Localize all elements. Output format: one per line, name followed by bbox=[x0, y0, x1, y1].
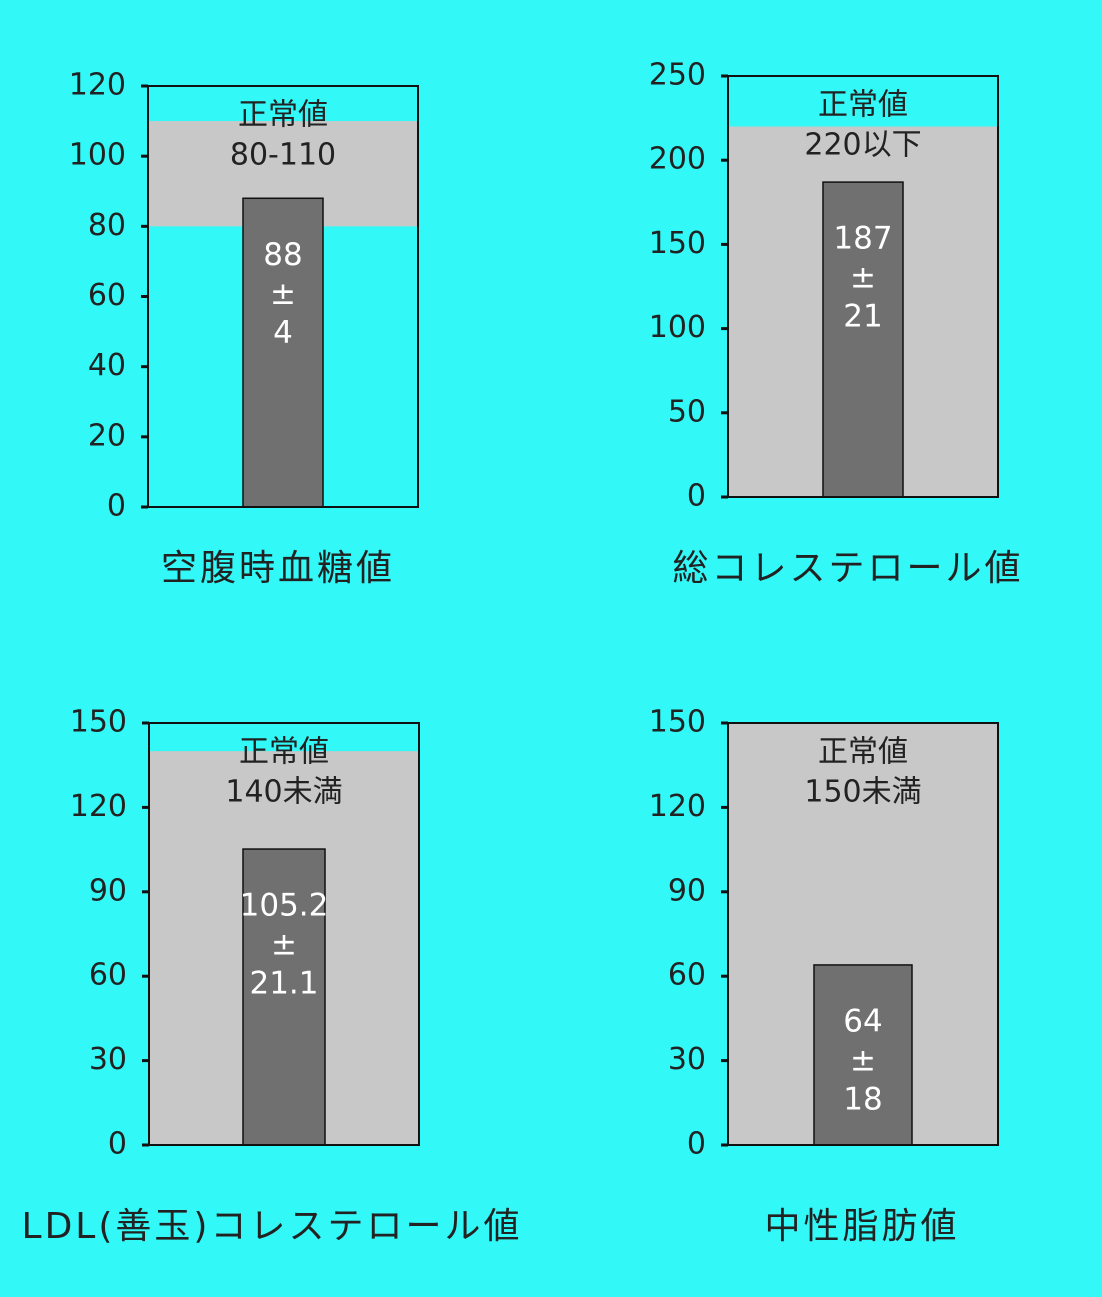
normal-title: 正常値 bbox=[239, 735, 329, 770]
error-symbol: ± bbox=[850, 1042, 876, 1078]
y-tick-label: 100 bbox=[69, 138, 126, 173]
value-label: 64 bbox=[843, 1003, 882, 1039]
y-tick-label: 0 bbox=[687, 479, 706, 514]
y-tick-label: 120 bbox=[69, 68, 126, 103]
bar bbox=[242, 848, 326, 1146]
y-tick-label: 120 bbox=[70, 789, 127, 824]
y-tick-label: 0 bbox=[108, 1127, 127, 1162]
plot-border bbox=[147, 85, 419, 508]
y-tick-label: 200 bbox=[649, 142, 706, 177]
error-label: 21 bbox=[843, 299, 882, 335]
y-tick-label: 150 bbox=[649, 705, 706, 740]
normal-label: 150未満 bbox=[804, 775, 921, 810]
normal-title: 正常値 bbox=[238, 98, 328, 133]
error-symbol: ± bbox=[271, 927, 297, 963]
y-tick-label: 90 bbox=[668, 873, 706, 908]
y-tick-label: 90 bbox=[89, 873, 127, 908]
error-label: 18 bbox=[843, 1081, 882, 1117]
y-tick-label: 0 bbox=[687, 1127, 706, 1162]
y-tick-label: 100 bbox=[649, 310, 706, 345]
y-tick-label: 60 bbox=[88, 278, 126, 313]
chart-title: LDL(善玉)コレステロール値 bbox=[22, 1206, 523, 1247]
plot-border bbox=[727, 75, 999, 498]
y-tick-label: 40 bbox=[88, 348, 126, 383]
y-tick-label: 30 bbox=[668, 1042, 706, 1077]
value-label: 187 bbox=[833, 221, 892, 257]
chart-title: 総コレステロール値 bbox=[672, 548, 1023, 589]
y-tick-label: 60 bbox=[89, 958, 127, 993]
y-tick-label: 250 bbox=[649, 58, 706, 93]
plot-border bbox=[727, 722, 999, 1146]
value-label: 88 bbox=[263, 237, 302, 273]
y-tick-label: 150 bbox=[70, 705, 127, 740]
y-tick-label: 30 bbox=[89, 1042, 127, 1077]
y-tick-label: 60 bbox=[668, 958, 706, 993]
normal-title: 正常値 bbox=[818, 88, 908, 123]
y-tick-label: 0 bbox=[107, 489, 126, 524]
chart-title: 中性脂肪値 bbox=[764, 1206, 959, 1247]
value-label: 105.2 bbox=[240, 888, 329, 924]
error-label: 21.1 bbox=[249, 966, 318, 1002]
y-tick-label: 20 bbox=[88, 418, 126, 453]
error-symbol: ± bbox=[270, 276, 296, 312]
error-symbol: ± bbox=[850, 260, 876, 296]
normal-label: 140未満 bbox=[225, 775, 342, 810]
y-tick-label: 150 bbox=[649, 226, 706, 261]
error-label: 4 bbox=[273, 315, 293, 351]
normal-label: 220以下 bbox=[804, 128, 921, 163]
bar bbox=[813, 964, 913, 1146]
normal-label: 80-110 bbox=[230, 138, 336, 173]
y-tick-label: 120 bbox=[649, 789, 706, 824]
plot-border bbox=[148, 722, 420, 1146]
y-tick-label: 80 bbox=[88, 208, 126, 243]
y-tick-label: 50 bbox=[668, 394, 706, 429]
chart-title: 空腹時血糖値 bbox=[161, 548, 395, 589]
normal-title: 正常値 bbox=[818, 735, 908, 770]
